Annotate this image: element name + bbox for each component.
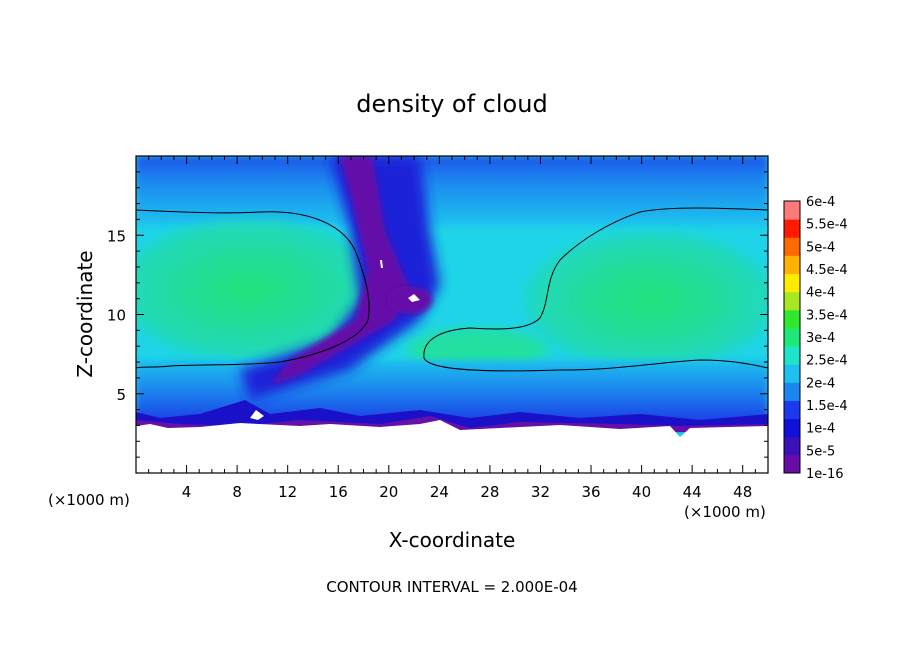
colorbar-label: 1.5e-4 xyxy=(806,399,848,414)
colorbar-swatch xyxy=(784,327,800,347)
colorbar-swatch xyxy=(784,400,800,420)
heatmap-field xyxy=(136,156,768,473)
x-axis-unit: (×1000 m) xyxy=(684,503,766,521)
colorbar-swatch xyxy=(784,201,800,220)
y-axis-label: Z-coordinate xyxy=(73,250,97,377)
contour-interval-label: CONTOUR INTERVAL = 2.000E-04 xyxy=(326,578,577,596)
colorbar-swatch xyxy=(784,291,800,311)
colorbar-label: 5e-5 xyxy=(806,444,835,459)
colorbar-label: 5.5e-4 xyxy=(806,218,848,233)
colorbar-labels: 6e-4 5.5e-4 5e-4 4.5e-4 4e-4 3.5e-4 3e-4 2.5e-4… xyxy=(806,195,848,482)
colorbar-swatch xyxy=(784,382,800,401)
colorbar-swatch xyxy=(784,255,800,275)
colorbar-swatch xyxy=(784,364,800,383)
x-tick-label: 4 xyxy=(182,483,192,501)
colorbar xyxy=(783,200,801,474)
y-axis-ticks: 5 10 15 xyxy=(107,171,768,458)
colorbar-swatch xyxy=(784,273,800,293)
colorbar-swatch xyxy=(784,346,800,365)
x-tick-label: 24 xyxy=(430,483,449,501)
x-tick-label: 16 xyxy=(329,483,348,501)
colorbar-label: 2.5e-4 xyxy=(806,354,848,369)
colorbar-label: 4e-4 xyxy=(806,286,835,301)
y-tick-label: 10 xyxy=(107,307,126,325)
x-tick-label: 40 xyxy=(632,483,651,501)
x-tick-label: 12 xyxy=(278,483,297,501)
x-tick-label: 48 xyxy=(733,483,752,501)
y-tick-label: 15 xyxy=(107,227,126,245)
x-tick-label: 28 xyxy=(480,483,499,501)
colorbar-label: 1e-16 xyxy=(806,467,844,482)
chart-title: density of cloud xyxy=(356,90,547,118)
y-tick-label: 5 xyxy=(116,386,126,404)
colorbar-swatch xyxy=(784,454,800,474)
colorbar-label: 3.5e-4 xyxy=(806,308,848,323)
colorbar-frame xyxy=(783,200,801,474)
colorbar-swatch xyxy=(784,219,800,238)
x-tick-label: 20 xyxy=(379,483,398,501)
x-tick-label: 44 xyxy=(683,483,702,501)
colorbar-label: 1e-4 xyxy=(806,422,835,437)
colorbar-label: 4.5e-4 xyxy=(806,263,848,278)
colorbar-label: 5e-4 xyxy=(806,240,835,255)
colorbar-swatch xyxy=(784,309,800,329)
colorbar-swatch xyxy=(784,436,800,456)
x-tick-label: 8 xyxy=(232,483,242,501)
x-tick-label: 36 xyxy=(581,483,600,501)
x-tick-label: 32 xyxy=(531,483,550,501)
colorbar-label: 2e-4 xyxy=(806,376,835,391)
x-axis-ticks: 4 8 12 16 20 24 28 32 36 40 44 48 xyxy=(148,156,756,501)
colorbar-label: 3e-4 xyxy=(806,331,835,346)
y-axis-unit: (×1000 m) xyxy=(48,491,130,509)
colorbar-label: 6e-4 xyxy=(806,195,835,210)
x-axis-label: X-coordinate xyxy=(389,528,516,552)
colorbar-swatch xyxy=(784,237,800,256)
colorbar-swatch xyxy=(784,418,800,438)
